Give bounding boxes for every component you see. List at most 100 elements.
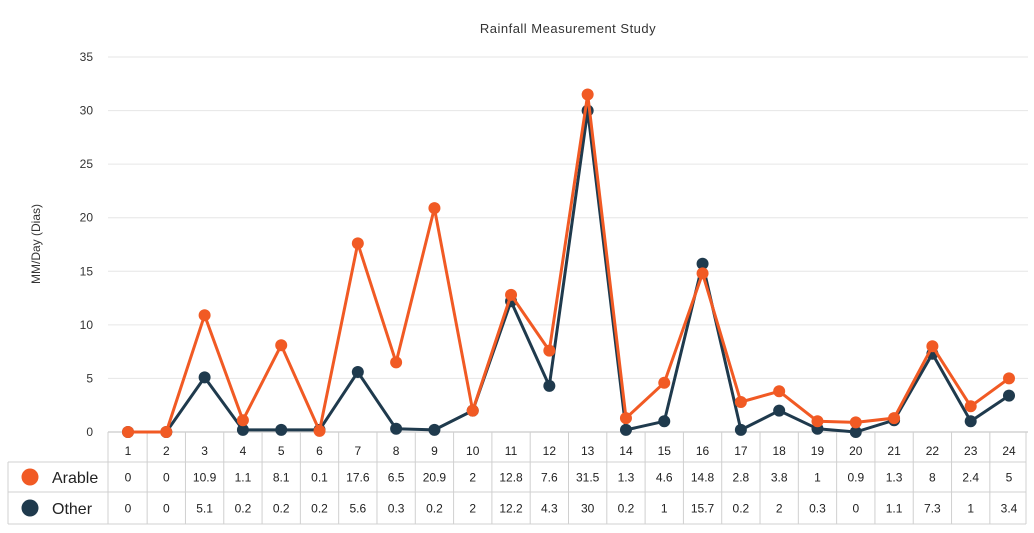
data-point [351,366,364,378]
table-cell: 0 [852,502,859,516]
x-tick-label: 21 [887,444,901,458]
x-tick-label: 2 [163,444,170,458]
legend-label: Arable [52,470,98,487]
table-cell: 5.6 [349,502,366,516]
x-tick-label: 18 [772,444,786,458]
x-tick-label: 7 [354,444,361,458]
data-point [236,414,249,427]
x-tick-label: 9 [431,444,438,458]
table-cell: 0.2 [426,502,443,516]
table-cell: 10.9 [193,471,217,485]
table-cell: 4.6 [656,471,673,485]
y-tick-label: 30 [80,104,94,118]
table-cell: 31.5 [576,471,600,485]
table-cell: 1 [967,502,974,516]
table-cell: 15.7 [691,502,715,516]
legend-label: Other [52,501,93,518]
series-lines [122,88,1015,438]
table-cell: 1.1 [886,502,903,516]
data-point [926,340,939,353]
x-tick-label: 17 [734,444,748,458]
table-cell: 0.2 [273,502,290,516]
y-tick-label: 0 [86,425,93,439]
data-point [773,404,786,417]
table-cell: 2 [776,502,783,516]
data-point [1003,389,1015,402]
data-point [390,356,403,369]
x-tick-label: 1 [125,444,132,458]
x-tick-label: 6 [316,444,323,458]
x-tick-label: 22 [926,444,940,458]
legend-marker [21,468,39,486]
table-cell: 0.2 [311,502,328,516]
y-tick-label: 5 [86,371,93,385]
data-point [236,423,249,436]
table-cell: 12.8 [499,471,523,485]
data-point [198,309,211,322]
y-axis-label: MM/Day (Dias) [29,204,43,284]
y-tick-label: 10 [80,318,94,332]
table-cell: 6.5 [388,471,405,485]
data-point [619,423,632,436]
table-cell: 5.1 [196,502,213,516]
data-point [275,423,288,436]
data-point [773,385,786,398]
data-point [849,426,862,438]
y-tick-label: 20 [80,211,94,225]
data-point [964,415,977,428]
chart-title: Rainfall Measurement Study [480,21,656,36]
data-point [696,267,709,280]
legend-marker [21,499,39,517]
table-cell: 0.2 [618,502,635,516]
x-tick-label: 4 [240,444,247,458]
table-cell: 14.8 [691,471,715,485]
x-tick-label: 16 [696,444,710,458]
x-tick-label: 8 [393,444,400,458]
data-point [160,426,173,438]
data-point [543,344,556,357]
table-cell: 1 [661,502,668,516]
table-cell: 0 [163,502,170,516]
table-cell: 0.2 [235,502,252,516]
table-cell: 2.8 [733,471,750,485]
x-tick-label: 14 [619,444,633,458]
table-cell: 4.3 [541,502,558,516]
table-cell: 8.1 [273,471,290,485]
data-point [122,426,134,438]
x-tick-label: 11 [505,444,518,458]
y-tick-label: 35 [80,50,94,64]
data-point [658,376,671,389]
x-tick-label: 13 [581,444,595,458]
table-cell: 3.8 [771,471,788,485]
table-cell: 8 [929,471,936,485]
data-point [198,371,211,384]
y-tick-label: 25 [80,157,94,171]
table-cell: 0.3 [809,502,826,516]
data-point [734,396,747,408]
table-cell: 1.1 [235,471,252,485]
table-cell: 0.9 [847,471,864,485]
table-cell: 7.6 [541,471,558,485]
data-point [390,422,403,435]
data-point [811,415,824,428]
data-point [543,379,556,392]
y-tick-label: 15 [80,264,94,278]
table-cell: 1.3 [886,471,903,485]
data-point [313,424,326,437]
x-tick-label: 24 [1002,444,1016,458]
table-cell: 0 [163,471,170,485]
x-tick-label: 19 [811,444,825,458]
table-cell: 0.2 [733,502,750,516]
x-tick-label: 3 [201,444,208,458]
data-point [466,404,479,417]
table-cell: 1.3 [618,471,635,485]
data-table: 1 2 3 4 5 6 7 8 9 10 11 12 13 14 15 16 17 18 19 20 21 22 23 24A… [7,431,1028,525]
table-cell: 1 [814,471,821,485]
table-cell: 0 [125,471,132,485]
series-line [128,109,1010,434]
table-cell: 30 [581,502,595,516]
x-tick-label: 10 [466,444,480,458]
data-point [505,288,518,301]
data-point [888,412,901,425]
